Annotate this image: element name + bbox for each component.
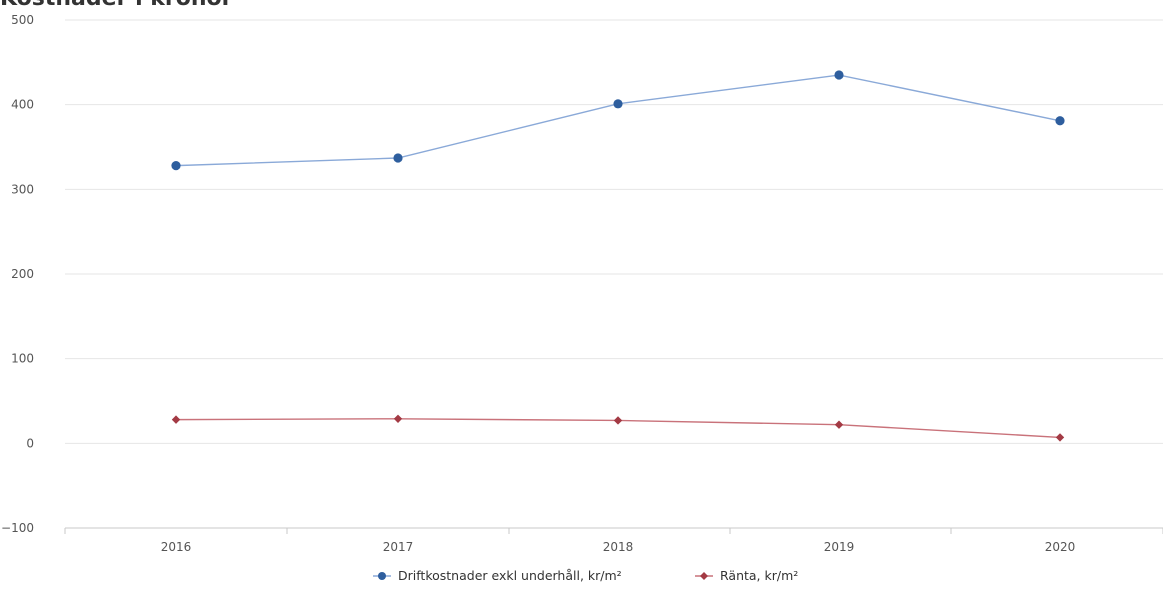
x-tick-label-2019: 2019 [824, 540, 855, 554]
data-point-1-2016 [171, 415, 181, 424]
x-tick-label-2017: 2017 [383, 540, 414, 554]
y-tick-label: 400 [11, 98, 34, 112]
x-tick-label-2016: 2016 [161, 540, 192, 554]
y-tick-label: 300 [11, 182, 34, 196]
data-point-1-2020 [1055, 433, 1065, 442]
y-tick-label: 0 [26, 436, 34, 450]
data-point-0-2018 [613, 99, 623, 109]
data-point-0-2017 [393, 153, 403, 163]
x-tick-label-2020: 2020 [1045, 540, 1076, 554]
grid-lines [65, 19, 1163, 529]
data-point-0-2019 [834, 70, 844, 80]
series-lines [171, 70, 1065, 442]
data-point-1-2017 [393, 414, 403, 423]
legend-marker-1 [700, 572, 708, 580]
y-tick-label: 100 [11, 352, 34, 366]
legend-label-1: Ränta, kr/m² [720, 568, 798, 583]
y-tick-label: −100 [1, 521, 34, 535]
legend-label-0: Driftkostnader exkl underhåll, kr/m² [398, 568, 622, 583]
legend-marker-0 [378, 572, 386, 580]
chart-title: Kostnader i kronor [0, 0, 233, 11]
legend: Driftkostnader exkl underhåll, kr/m² Ränt… [373, 568, 798, 583]
data-point-0-2016 [171, 161, 181, 171]
series-line-0 [175, 74, 1061, 167]
y-tick-label: 500 [11, 13, 34, 27]
data-point-1-2019 [834, 420, 844, 429]
y-tick-label: 200 [11, 267, 34, 281]
data-point-0-2020 [1055, 116, 1065, 126]
data-point-1-2018 [613, 416, 623, 425]
axes: −100 0 100 200 300 400 500 2016 2017 2018 2019 2020 [1, 13, 1163, 554]
x-tick-label-2018: 2018 [603, 540, 634, 554]
